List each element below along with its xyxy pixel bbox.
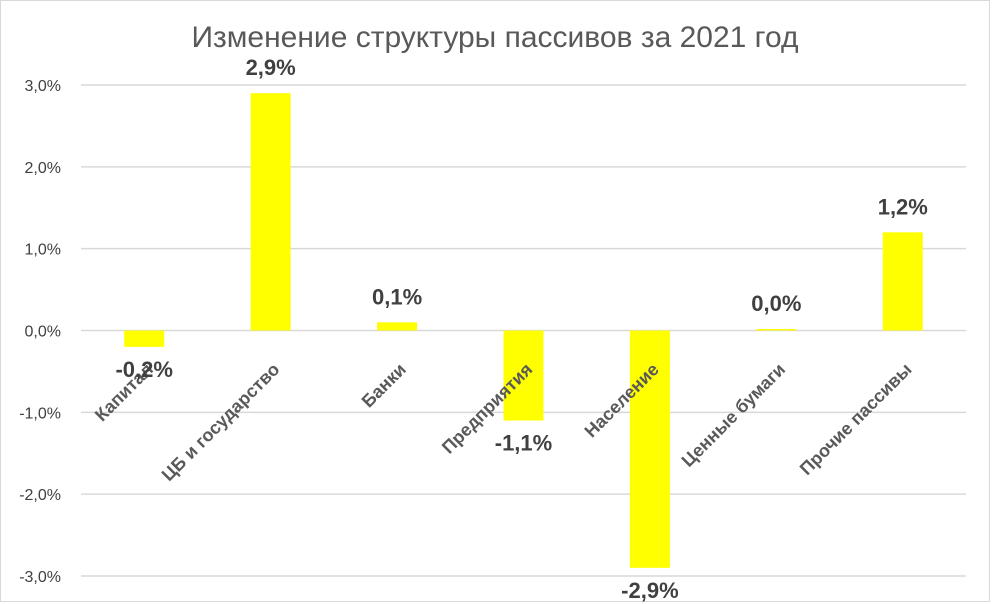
y-tick-label: 2,0% <box>25 160 61 177</box>
data-label: 2,9% <box>246 55 296 80</box>
data-label: 1,2% <box>878 194 928 219</box>
y-tick-label: -2,0% <box>19 487 61 504</box>
y-tick-label: 1,0% <box>25 242 61 259</box>
y-tick-label: -1,0% <box>19 405 61 422</box>
y-tick-label: -3,0% <box>19 569 61 586</box>
data-label: -2,9% <box>621 578 678 603</box>
data-label: -0,2% <box>115 357 172 382</box>
category-label: Банки <box>358 359 410 411</box>
data-label: 0,1% <box>372 284 422 309</box>
bar <box>124 330 165 347</box>
y-axis-tick-labels: 3,0% 2,0% 1,0% 0,0% -1,0% -2,0% -3,0% <box>19 78 61 586</box>
y-tick-label: 3,0% <box>25 78 61 95</box>
category-labels: Капитал ЦБ и государство Банки Предприятия Н… <box>91 359 916 485</box>
bar <box>503 330 544 421</box>
bar-layer <box>124 93 923 568</box>
data-label: 0,0% <box>751 291 801 316</box>
category-label: Ценные бумаги <box>678 359 790 471</box>
bar <box>377 322 418 331</box>
bar <box>250 93 291 331</box>
bar <box>756 329 797 331</box>
data-labels: -0,2% 2,9% 0,1% -1,1% -2,9% 0,0% 1,2% <box>115 55 927 603</box>
y-tick-label: 0,0% <box>25 324 61 341</box>
data-label: -1,1% <box>495 431 552 456</box>
bar <box>882 232 923 331</box>
category-label: ЦБ и государство <box>158 359 284 485</box>
chart-title: Изменение структуры пассивов за 2021 год <box>191 21 798 54</box>
bar <box>629 330 670 568</box>
category-label: Прочие пассивы <box>796 359 916 479</box>
